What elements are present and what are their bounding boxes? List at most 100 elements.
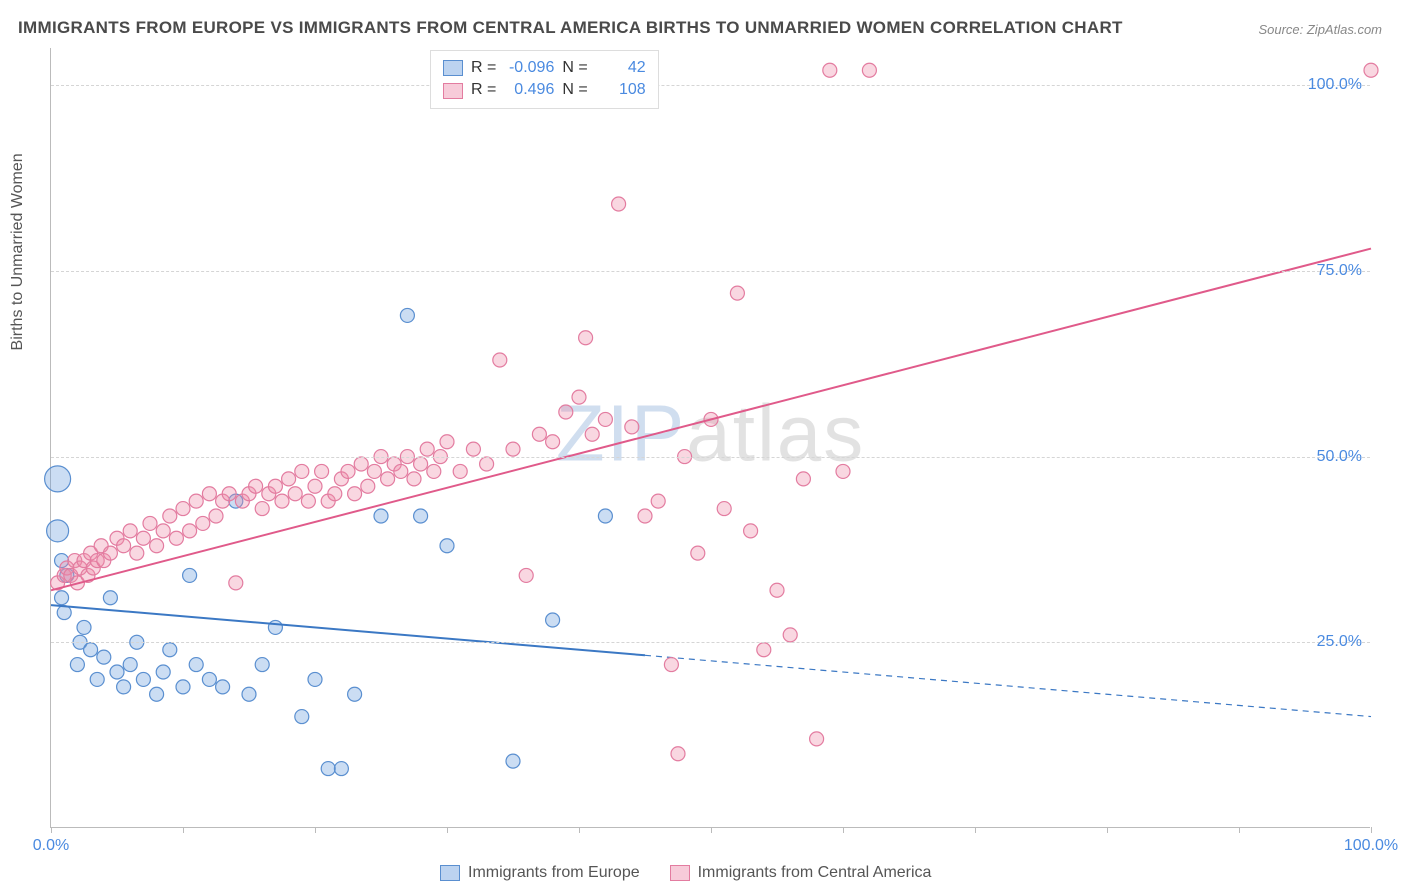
data-point bbox=[453, 464, 467, 478]
data-point bbox=[196, 516, 210, 530]
x-tick bbox=[51, 827, 52, 833]
legend-label-europe: Immigrants from Europe bbox=[468, 864, 640, 882]
data-point bbox=[414, 509, 428, 523]
data-point bbox=[275, 494, 289, 508]
data-point bbox=[612, 197, 626, 211]
gridline bbox=[51, 271, 1370, 272]
y-axis-title: Births to Unmarried Women bbox=[9, 153, 27, 350]
data-point bbox=[295, 710, 309, 724]
data-point bbox=[295, 464, 309, 478]
y-tick-label: 75.0% bbox=[1317, 262, 1362, 280]
legend-row-central: R = 0.496 N = 108 bbox=[443, 79, 646, 101]
data-point bbox=[255, 502, 269, 516]
legend-label-central: Immigrants from Central America bbox=[698, 864, 932, 882]
source-label: Source: ZipAtlas.com bbox=[1258, 22, 1382, 37]
data-point bbox=[77, 620, 91, 634]
data-point bbox=[374, 509, 388, 523]
data-point bbox=[176, 680, 190, 694]
data-point bbox=[730, 286, 744, 300]
x-tick-label: 100.0% bbox=[1344, 837, 1398, 855]
data-point bbox=[216, 680, 230, 694]
data-point bbox=[123, 524, 137, 538]
data-point bbox=[744, 524, 758, 538]
swatch-central-bottom bbox=[670, 865, 690, 881]
data-point bbox=[183, 568, 197, 582]
data-point bbox=[354, 457, 368, 471]
data-point bbox=[169, 531, 183, 545]
data-point bbox=[341, 464, 355, 478]
data-point bbox=[1364, 63, 1378, 77]
data-point bbox=[321, 762, 335, 776]
data-point bbox=[315, 464, 329, 478]
swatch-europe-bottom bbox=[440, 865, 460, 881]
data-point bbox=[559, 405, 573, 419]
x-tick bbox=[1107, 827, 1108, 833]
legend-N-europe: 42 bbox=[596, 57, 646, 79]
data-point bbox=[176, 502, 190, 516]
data-point bbox=[400, 308, 414, 322]
data-point bbox=[348, 687, 362, 701]
data-point bbox=[136, 672, 150, 686]
data-point bbox=[598, 412, 612, 426]
data-point bbox=[288, 487, 302, 501]
data-point bbox=[546, 613, 560, 627]
data-point bbox=[117, 680, 131, 694]
data-point bbox=[150, 687, 164, 701]
data-point bbox=[440, 435, 454, 449]
gridline bbox=[51, 85, 1370, 86]
data-point bbox=[361, 479, 375, 493]
data-point bbox=[407, 472, 421, 486]
trend-line-solid bbox=[51, 249, 1371, 591]
data-point bbox=[836, 464, 850, 478]
x-tick bbox=[1239, 827, 1240, 833]
legend-R-label: R = bbox=[471, 57, 496, 79]
data-point bbox=[506, 442, 520, 456]
x-tick bbox=[843, 827, 844, 833]
data-point bbox=[130, 546, 144, 560]
data-point bbox=[638, 509, 652, 523]
data-point bbox=[783, 628, 797, 642]
x-tick bbox=[183, 827, 184, 833]
y-tick-label: 100.0% bbox=[1308, 76, 1362, 94]
data-point bbox=[414, 457, 428, 471]
legend-R-label-2: R = bbox=[471, 79, 496, 101]
data-point bbox=[598, 509, 612, 523]
data-point bbox=[156, 524, 170, 538]
data-point bbox=[189, 494, 203, 508]
data-point bbox=[163, 509, 177, 523]
data-point bbox=[308, 672, 322, 686]
plot-area: ZIPatlas 25.0%50.0%75.0%100.0%0.0%100.0% bbox=[50, 48, 1370, 828]
data-point bbox=[519, 568, 533, 582]
data-point bbox=[189, 658, 203, 672]
data-point bbox=[143, 516, 157, 530]
data-point bbox=[480, 457, 494, 471]
data-point bbox=[136, 531, 150, 545]
data-point bbox=[506, 754, 520, 768]
legend-row-europe: R = -0.096 N = 42 bbox=[443, 57, 646, 79]
trend-line-dashed bbox=[645, 655, 1371, 716]
swatch-central bbox=[443, 83, 463, 99]
data-point bbox=[268, 620, 282, 634]
data-point bbox=[55, 591, 69, 605]
data-point bbox=[757, 643, 771, 657]
data-point bbox=[209, 509, 223, 523]
data-point bbox=[45, 466, 71, 492]
data-point bbox=[229, 576, 243, 590]
data-point bbox=[579, 331, 593, 345]
data-point bbox=[301, 494, 315, 508]
data-point bbox=[823, 63, 837, 77]
legend-R-europe: -0.096 bbox=[504, 57, 554, 79]
data-point bbox=[381, 472, 395, 486]
legend-N-label: N = bbox=[562, 57, 587, 79]
data-point bbox=[117, 539, 131, 553]
data-point bbox=[334, 762, 348, 776]
x-tick-label: 0.0% bbox=[33, 837, 69, 855]
data-point bbox=[202, 487, 216, 501]
scatter-svg bbox=[51, 48, 1370, 827]
x-tick bbox=[315, 827, 316, 833]
data-point bbox=[268, 479, 282, 493]
data-point bbox=[123, 658, 137, 672]
legend-R-central: 0.496 bbox=[504, 79, 554, 101]
data-point bbox=[222, 487, 236, 501]
data-point bbox=[249, 479, 263, 493]
